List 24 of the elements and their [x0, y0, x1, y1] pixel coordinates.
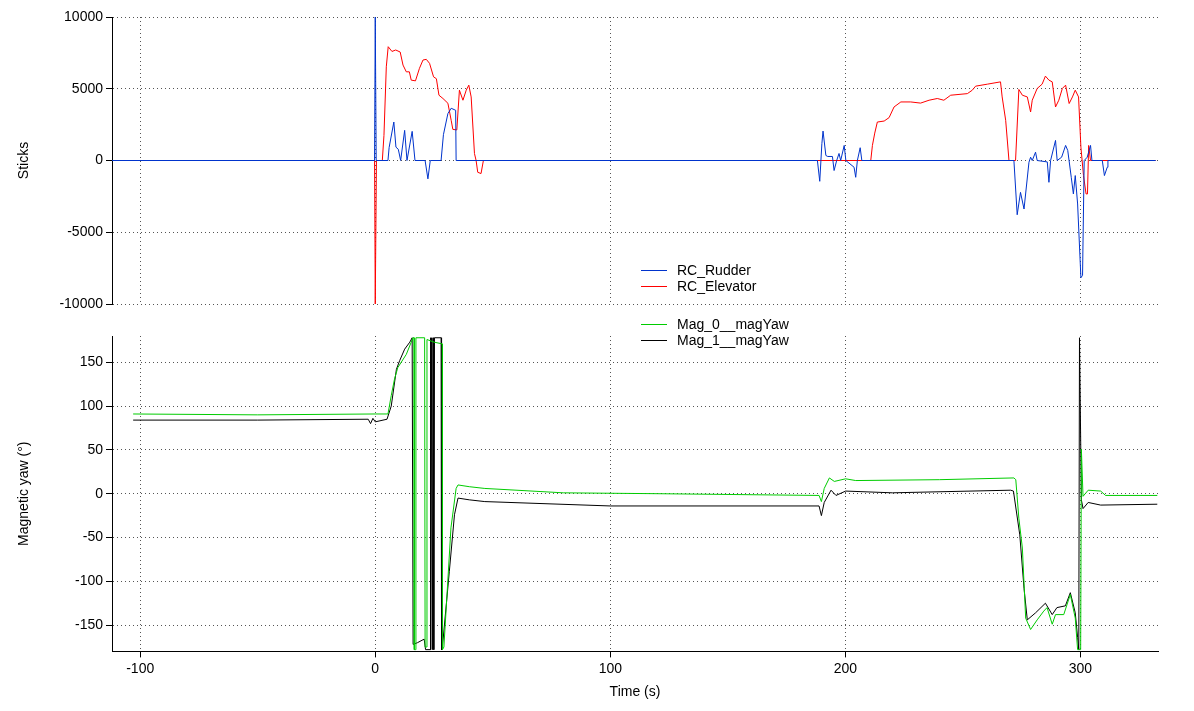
legend-label: RC_Rudder — [677, 262, 751, 278]
x-tick-label: 300 — [1068, 659, 1093, 676]
y-tick-label: 5000 — [71, 79, 104, 96]
y-tick-label: -50 — [82, 528, 104, 545]
y-axis-title: Magnetic yaw (°) — [15, 441, 32, 546]
x-tick-label: 0 — [371, 659, 380, 676]
x-tick-label: 100 — [598, 659, 623, 676]
x-tick-label: -100 — [126, 659, 155, 676]
x-axis-title: Time (s) — [609, 683, 661, 700]
legend-label: Mag_1__magYaw — [677, 332, 789, 348]
y-tick-label: 10000 — [64, 7, 104, 24]
y-tick-label: 0 — [95, 484, 104, 501]
x-tick-label: 200 — [833, 659, 858, 676]
y-tick-label: -5000 — [67, 223, 104, 240]
y-axis-title: Sticks — [15, 141, 32, 180]
legend-label: Mag_0__magYaw — [677, 316, 789, 332]
y-tick-label: 150 — [79, 353, 104, 370]
y-tick-label: 0 — [95, 151, 104, 168]
y-tick-label: 50 — [87, 440, 104, 457]
y-tick-label: -100 — [74, 572, 104, 589]
y-tick-label: -150 — [74, 615, 104, 632]
legend-label: RC_Elevator — [677, 278, 757, 294]
y-tick-label: 100 — [79, 396, 104, 413]
y-tick-label: -10000 — [59, 294, 104, 311]
